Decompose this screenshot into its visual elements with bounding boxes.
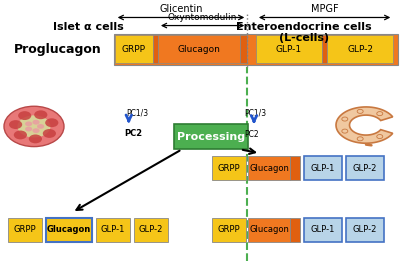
Circle shape (34, 110, 47, 119)
Circle shape (32, 128, 40, 133)
Text: Glucagon: Glucagon (249, 225, 289, 235)
Circle shape (342, 117, 348, 121)
Circle shape (29, 134, 42, 143)
Text: GLP-1: GLP-1 (276, 45, 302, 54)
Text: Glucagon: Glucagon (178, 45, 220, 54)
Text: GRPP: GRPP (218, 164, 240, 173)
Text: GLP-1: GLP-1 (311, 164, 335, 173)
Circle shape (342, 129, 348, 133)
FancyBboxPatch shape (248, 156, 290, 180)
FancyBboxPatch shape (248, 218, 290, 242)
Circle shape (9, 120, 22, 129)
Text: GRPP: GRPP (14, 225, 36, 235)
Circle shape (25, 127, 32, 132)
Text: MPGF: MPGF (311, 4, 338, 14)
FancyBboxPatch shape (174, 124, 248, 149)
Text: PC2: PC2 (244, 130, 259, 139)
FancyBboxPatch shape (290, 156, 300, 180)
FancyBboxPatch shape (115, 35, 153, 63)
Circle shape (357, 137, 363, 141)
Polygon shape (336, 107, 393, 143)
FancyBboxPatch shape (290, 218, 300, 242)
Text: GRPP: GRPP (218, 225, 240, 235)
Text: GRPP: GRPP (122, 45, 146, 54)
FancyBboxPatch shape (134, 218, 168, 242)
Circle shape (357, 109, 363, 114)
FancyBboxPatch shape (158, 35, 240, 63)
Circle shape (377, 112, 383, 116)
Circle shape (37, 124, 44, 129)
Text: Islet α cells: Islet α cells (53, 22, 123, 31)
Text: Proglucagon: Proglucagon (14, 43, 102, 56)
Circle shape (18, 111, 31, 120)
Text: Oxyntomodulin: Oxyntomodulin (168, 13, 237, 22)
Text: GLP-1: GLP-1 (311, 225, 335, 235)
Text: Glucagon: Glucagon (249, 164, 289, 173)
FancyBboxPatch shape (114, 34, 398, 65)
Text: GLP-2: GLP-2 (139, 225, 163, 235)
FancyBboxPatch shape (304, 218, 342, 242)
Circle shape (45, 118, 58, 127)
FancyBboxPatch shape (327, 35, 393, 63)
FancyBboxPatch shape (46, 218, 92, 242)
Circle shape (377, 134, 383, 139)
Text: PC1/3: PC1/3 (126, 108, 148, 117)
FancyBboxPatch shape (153, 35, 158, 63)
FancyBboxPatch shape (8, 218, 42, 242)
Text: PC2: PC2 (124, 129, 142, 137)
FancyBboxPatch shape (212, 218, 246, 242)
FancyBboxPatch shape (346, 218, 384, 242)
Text: GLP-2: GLP-2 (353, 164, 377, 173)
Circle shape (25, 121, 32, 126)
Text: Glicentin: Glicentin (159, 4, 203, 14)
Text: GLP-1: GLP-1 (101, 225, 125, 235)
Text: Processing: Processing (177, 132, 245, 141)
Circle shape (32, 120, 40, 125)
FancyBboxPatch shape (346, 156, 384, 180)
Text: GLP-2: GLP-2 (347, 45, 373, 54)
FancyBboxPatch shape (304, 156, 342, 180)
Text: Glucagon: Glucagon (47, 225, 91, 235)
Circle shape (43, 129, 56, 138)
FancyBboxPatch shape (322, 35, 327, 63)
Text: GLP-2: GLP-2 (353, 225, 377, 235)
Circle shape (4, 106, 64, 147)
Text: PC1/3: PC1/3 (244, 108, 266, 117)
Circle shape (14, 130, 27, 139)
FancyBboxPatch shape (212, 156, 246, 180)
FancyBboxPatch shape (96, 218, 130, 242)
Circle shape (18, 115, 50, 137)
Text: Enteroendocrine cells
(L-cells): Enteroendocrine cells (L-cells) (236, 22, 372, 43)
FancyBboxPatch shape (240, 35, 247, 63)
FancyBboxPatch shape (256, 35, 322, 63)
